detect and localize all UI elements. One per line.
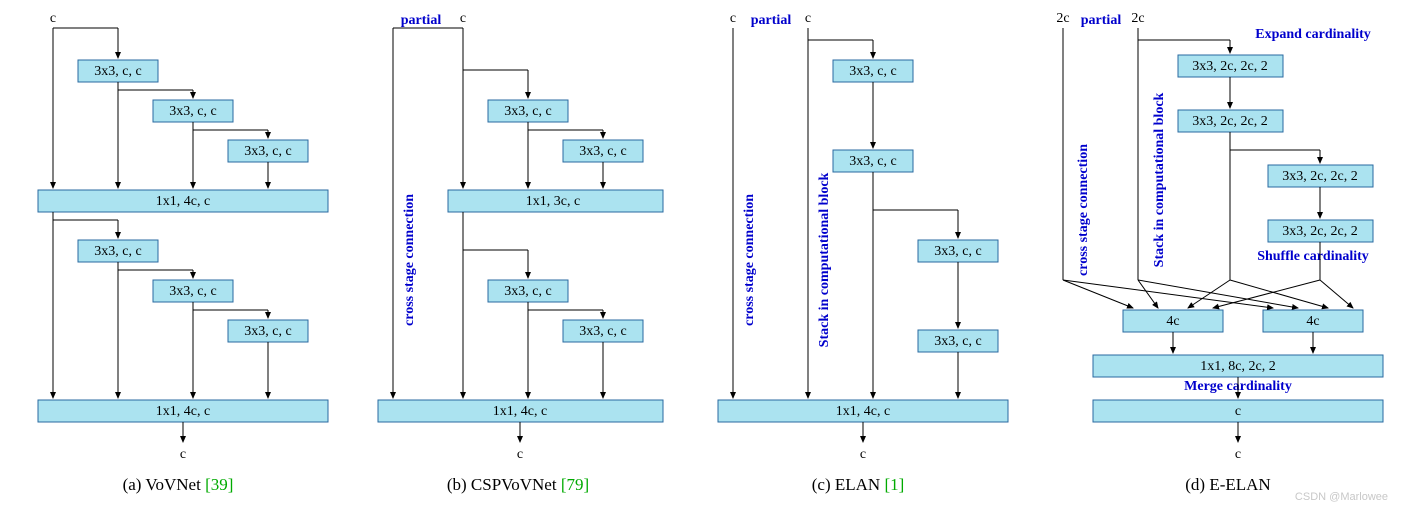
svg-text:3x3, 2c, 2c, 2: 3x3, 2c, 2c, 2: [1282, 169, 1357, 184]
bottom-c: c: [179, 447, 185, 462]
panel-eelan: 2c partial 2c Expand cardinality 3x3, 2c…: [1033, 10, 1393, 510]
panel-vovnet: c 3x3, c, c 3x3, c, c 3x3, c, c 1x1, 4c,…: [13, 10, 343, 510]
svg-text:3x3, c, c: 3x3, c, c: [244, 324, 291, 339]
conv-block-1: 3x3, c, c: [488, 100, 568, 122]
svg-text:3x3, c, c: 3x3, c, c: [849, 154, 896, 169]
top-2c1: 2c: [1056, 11, 1069, 26]
svg-text:1x1, 3c, c: 1x1, 3c, c: [525, 194, 579, 209]
agg-block-1: 1x1, 3c, c: [448, 190, 663, 212]
agg-block: 1x1, 4c, c: [718, 400, 1008, 422]
svg-text:3x3, c, c: 3x3, c, c: [94, 244, 141, 259]
svg-text:3x3, c, c: 3x3, c, c: [579, 324, 626, 339]
svg-text:3x3, 2c, 2c, 2: 3x3, 2c, 2c, 2: [1282, 224, 1357, 239]
conv-block-1: 3x3, c, c: [833, 60, 913, 82]
conv-block-2: 3x3, 2c, 2c, 2: [1178, 110, 1283, 132]
conv-block-3: 3x3, c, c: [918, 240, 998, 262]
svg-text:3x3, c, c: 3x3, c, c: [849, 64, 896, 79]
shuffle-4c-1: 4c: [1123, 310, 1223, 332]
shuffle-label: Shuffle cardinality: [1257, 249, 1369, 264]
conv-block-4: 3x3, c, c: [563, 320, 643, 342]
expand-label: Expand cardinality: [1255, 27, 1371, 42]
svg-text:3x3, c, c: 3x3, c, c: [169, 104, 216, 119]
top-c: c: [459, 11, 465, 26]
top-c2: c: [804, 11, 810, 26]
svg-text:3x3, c, c: 3x3, c, c: [94, 64, 141, 79]
svg-text:1x1, 4c, c: 1x1, 4c, c: [835, 404, 889, 419]
svg-text:1x1, 4c, c: 1x1, 4c, c: [155, 194, 209, 209]
agg-block-2: 1x1, 4c, c: [38, 400, 328, 422]
conv-block-4: 3x3, c, c: [78, 240, 158, 262]
bottom-c: c: [1234, 447, 1240, 462]
partial-label: partial: [1080, 13, 1121, 28]
svg-text:3x3, c, c: 3x3, c, c: [244, 144, 291, 159]
svg-text:c: c: [1234, 404, 1240, 419]
watermark: CSDN @Marlowee: [1294, 491, 1387, 503]
svg-text:3x3, c, c: 3x3, c, c: [169, 284, 216, 299]
svg-text:3x3, 2c, 2c, 2: 3x3, 2c, 2c, 2: [1192, 114, 1267, 129]
agg-block-2: 1x1, 4c, c: [378, 400, 663, 422]
conv-block-2: 3x3, c, c: [153, 100, 233, 122]
bottom-c: c: [516, 447, 522, 462]
svg-text:1x1, 4c, c: 1x1, 4c, c: [155, 404, 209, 419]
svg-text:3x3, c, c: 3x3, c, c: [934, 244, 981, 259]
partial-label: partial: [400, 13, 441, 28]
top-c: c: [49, 11, 55, 26]
conv-block-1: 3x3, 2c, 2c, 2: [1178, 55, 1283, 77]
conv-block-1: 3x3, c, c: [78, 60, 158, 82]
conv-block-2: 3x3, c, c: [833, 150, 913, 172]
caption-a: (a) VoVNet [39]: [122, 475, 233, 494]
svg-text:4c: 4c: [1306, 314, 1319, 329]
bottom-c: c: [859, 447, 865, 462]
panel-elan: c partial c 3x3, c, c 3x3, c, c 3x3, c, …: [693, 10, 1023, 510]
svg-text:3x3, c, c: 3x3, c, c: [934, 334, 981, 349]
stack-label: Stack in computational block: [1152, 92, 1167, 267]
cross-stage-label: cross stage connection: [742, 194, 757, 326]
conv-block-6: 3x3, c, c: [228, 320, 308, 342]
panel-cspvovnet: partial c 3x3, c, c 3x3, c, c 1x1, 3c, c…: [353, 10, 683, 510]
partial-label: partial: [750, 13, 791, 28]
caption-c: (c) ELAN [1]: [811, 475, 904, 494]
svg-text:4c: 4c: [1166, 314, 1179, 329]
top-c1: c: [729, 11, 735, 26]
conv-block-2: 3x3, c, c: [563, 140, 643, 162]
conv-block-3: 3x3, c, c: [228, 140, 308, 162]
shuffle-4c-2: 4c: [1263, 310, 1363, 332]
stack-label: Stack in computational block: [817, 172, 832, 347]
shuffle-lines: [1063, 280, 1353, 308]
svg-text:3x3, 2c, 2c, 2: 3x3, 2c, 2c, 2: [1192, 59, 1267, 74]
top-2c2: 2c: [1131, 11, 1144, 26]
caption-b: (b) CSPVoVNet [79]: [446, 475, 588, 494]
svg-text:1x1, 4c, c: 1x1, 4c, c: [492, 404, 546, 419]
agg-block-1: 1x1, 4c, c: [38, 190, 328, 212]
cross-stage-label: cross stage connection: [1076, 144, 1091, 276]
svg-text:3x3, c, c: 3x3, c, c: [579, 144, 626, 159]
conv-block-3: 3x3, 2c, 2c, 2: [1268, 165, 1373, 187]
conv-block-4: 3x3, 2c, 2c, 2: [1268, 220, 1373, 242]
out-block: c: [1093, 400, 1383, 422]
conv-block-3: 3x3, c, c: [488, 280, 568, 302]
conv-block-4: 3x3, c, c: [918, 330, 998, 352]
conv-block-5: 3x3, c, c: [153, 280, 233, 302]
svg-text:3x3, c, c: 3x3, c, c: [504, 104, 551, 119]
agg-block: 1x1, 8c, 2c, 2: [1093, 355, 1383, 377]
cross-stage-label: cross stage connection: [402, 194, 417, 326]
svg-text:1x1, 8c, 2c, 2: 1x1, 8c, 2c, 2: [1200, 359, 1275, 374]
svg-text:3x3, c, c: 3x3, c, c: [504, 284, 551, 299]
caption-d: (d) E-ELAN: [1185, 475, 1270, 494]
